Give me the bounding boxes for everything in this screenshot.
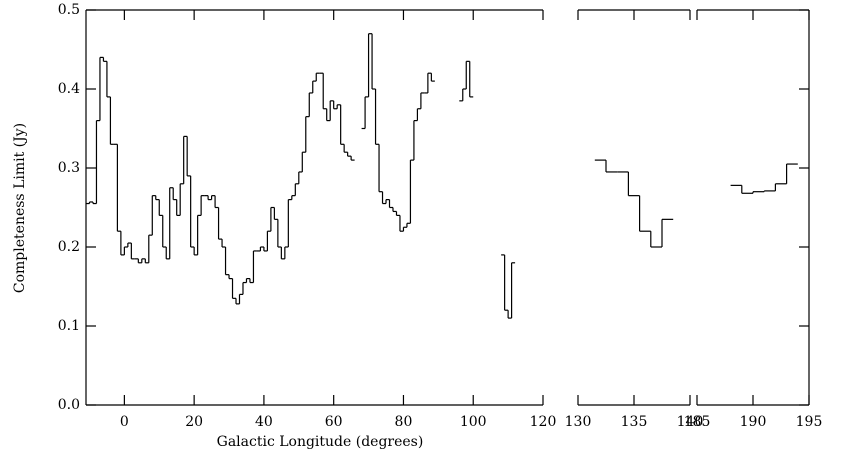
x-tick-label: 80: [395, 414, 413, 430]
y-tick-label: 0.5: [58, 2, 80, 18]
y-tick-label: 0.2: [58, 239, 80, 255]
x-tick-label: 20: [185, 414, 203, 430]
x-tick-label: 120: [530, 414, 557, 430]
x-tick-label: 135: [621, 414, 648, 430]
x-tick-label: 60: [325, 414, 343, 430]
x-tick-label: 140: [677, 414, 704, 430]
x-tick-label: 0: [120, 414, 129, 430]
y-tick-label: 0.3: [58, 160, 80, 176]
x-tick-label: 130: [565, 414, 592, 430]
y-tick-label: 0.0: [58, 397, 80, 413]
x-tick-label: 185: [684, 414, 711, 430]
x-tick-label: 190: [740, 414, 767, 430]
x-tick-label: 100: [460, 414, 487, 430]
x-tick-label: 40: [255, 414, 273, 430]
y-axis-label: Completeness Limit (Jy): [12, 123, 28, 293]
x-tick-label: 195: [796, 414, 823, 430]
y-tick-label: 0.1: [58, 318, 80, 334]
y-tick-label: 0.4: [58, 81, 80, 97]
x-axis-label: Galactic Longitude (degrees): [217, 434, 424, 450]
